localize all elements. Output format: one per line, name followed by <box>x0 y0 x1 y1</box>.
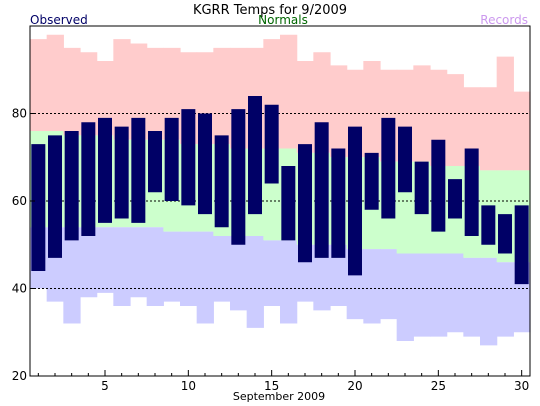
record-low-band-day-14 <box>246 236 264 328</box>
observed-bar-day-15 <box>264 104 279 184</box>
record-low-band-day-11 <box>196 231 214 324</box>
observed-bar-day-23 <box>398 126 412 193</box>
record-low-band-day-13 <box>230 236 248 311</box>
record-high-band-day-30 <box>513 91 531 171</box>
observed-bar-day-26 <box>448 179 462 219</box>
observed-bar-day-20 <box>348 126 362 276</box>
record-high-band-day-3 <box>63 47 81 136</box>
record-high-band-day-7 <box>130 43 148 140</box>
record-low-band-day-9 <box>163 231 181 302</box>
record-low-band-day-25 <box>430 253 448 337</box>
observed-bar-day-10 <box>181 109 196 206</box>
x-tick-label-30: 30 <box>514 379 529 393</box>
record-low-band-day-12 <box>213 236 231 302</box>
record-high-band-day-2 <box>46 34 64 131</box>
observed-bar-day-13 <box>231 109 246 245</box>
observed-bar-day-16 <box>281 166 296 241</box>
record-low-band-day-7 <box>130 227 148 298</box>
record-low-band-day-6 <box>113 227 131 306</box>
observed-bar-day-2 <box>48 135 62 258</box>
axes-layer: 20 40 60 80 5 10 15 20 25 30 <box>12 107 530 394</box>
observed-bar-day-30 <box>514 205 529 285</box>
observed-bar-day-21 <box>364 152 379 210</box>
record-low-band-day-26 <box>446 253 464 333</box>
record-high-band-day-29 <box>496 56 514 171</box>
observed-bar-day-11 <box>198 113 212 215</box>
legend-normals: Normals <box>258 13 308 27</box>
observed-bar-day-9 <box>164 117 179 201</box>
record-low-band-day-3 <box>63 227 81 324</box>
observed-bar-day-14 <box>248 96 262 215</box>
record-high-band-day-8 <box>146 47 164 140</box>
record-high-band-day-17 <box>296 61 314 153</box>
record-low-band-day-23 <box>396 253 414 341</box>
record-high-band-day-5 <box>96 61 114 136</box>
observed-bar-day-22 <box>381 117 396 219</box>
grid-layer <box>30 113 530 289</box>
observed-bar-day-19 <box>331 148 346 258</box>
record-high-band-day-19 <box>330 65 348 158</box>
y-tick-label-80: 80 <box>12 107 27 121</box>
observed-bar-day-8 <box>148 131 162 193</box>
record-low-band-day-5 <box>96 227 114 293</box>
observed-bar-day-25 <box>431 139 446 232</box>
observed-bar-day-24 <box>414 161 429 215</box>
observed-bar-day-12 <box>214 135 229 228</box>
x-tick-label-20: 20 <box>347 379 362 393</box>
record-low-band-day-22 <box>380 249 398 320</box>
chart-title: KGRR Temps for 9/2009 <box>193 3 347 18</box>
record-low-band-day-28 <box>480 257 498 346</box>
y-tick-label-60: 60 <box>12 194 27 208</box>
observed-bar-day-1 <box>31 144 46 271</box>
observed-bar-day-18 <box>314 122 329 258</box>
observed-bar-day-7 <box>131 117 146 223</box>
record-high-band-day-4 <box>80 52 98 136</box>
y-tick-label-40: 40 <box>12 282 27 296</box>
x-axis-label: September 2009 <box>233 390 325 403</box>
record-low-band-day-15 <box>263 240 281 306</box>
observed-bar-day-6 <box>114 126 129 219</box>
x-tick-label-5: 5 <box>101 379 109 393</box>
record-low-band-day-21 <box>363 249 381 324</box>
x-tick-label-25: 25 <box>431 379 446 393</box>
record-high-band-day-27 <box>463 87 481 166</box>
observed-bar-day-5 <box>98 117 112 223</box>
record-low-band-day-19 <box>330 244 348 306</box>
record-high-band-day-12 <box>213 47 231 145</box>
record-low-band-day-8 <box>146 227 164 306</box>
record-low-band-day-4 <box>80 227 98 298</box>
observed-bar-day-29 <box>498 214 512 254</box>
y-tick-label-20: 20 <box>12 369 27 383</box>
observed-bar-day-28 <box>481 205 496 245</box>
record-high-band-day-9 <box>163 47 181 140</box>
record-high-band-day-1 <box>30 39 48 131</box>
observed-bar-day-3 <box>64 131 79 241</box>
x-tick-label-15: 15 <box>264 379 279 393</box>
record-high-band-day-28 <box>480 87 498 171</box>
record-low-band-day-16 <box>280 240 298 324</box>
record-low-band-day-18 <box>313 244 331 311</box>
record-low-band-day-24 <box>413 253 431 337</box>
record-high-band-day-6 <box>113 39 131 140</box>
legend-observed: Observed <box>30 13 88 27</box>
x-tick-label-10: 10 <box>181 379 196 393</box>
record-high-band-day-16 <box>280 34 298 149</box>
record-low-band-day-10 <box>180 231 198 306</box>
observed-bar-day-4 <box>81 122 96 236</box>
observed-bars-layer <box>31 96 529 285</box>
record-high-band-day-21 <box>363 61 381 158</box>
record-high-band-day-26 <box>446 74 464 166</box>
record-low-band-day-27 <box>463 257 481 337</box>
record-low-band-day-29 <box>496 262 514 337</box>
legend-records: Records <box>480 13 528 27</box>
observed-bar-day-27 <box>464 148 479 236</box>
observed-bar-day-17 <box>298 144 312 263</box>
record-high-band-day-24 <box>413 65 431 162</box>
